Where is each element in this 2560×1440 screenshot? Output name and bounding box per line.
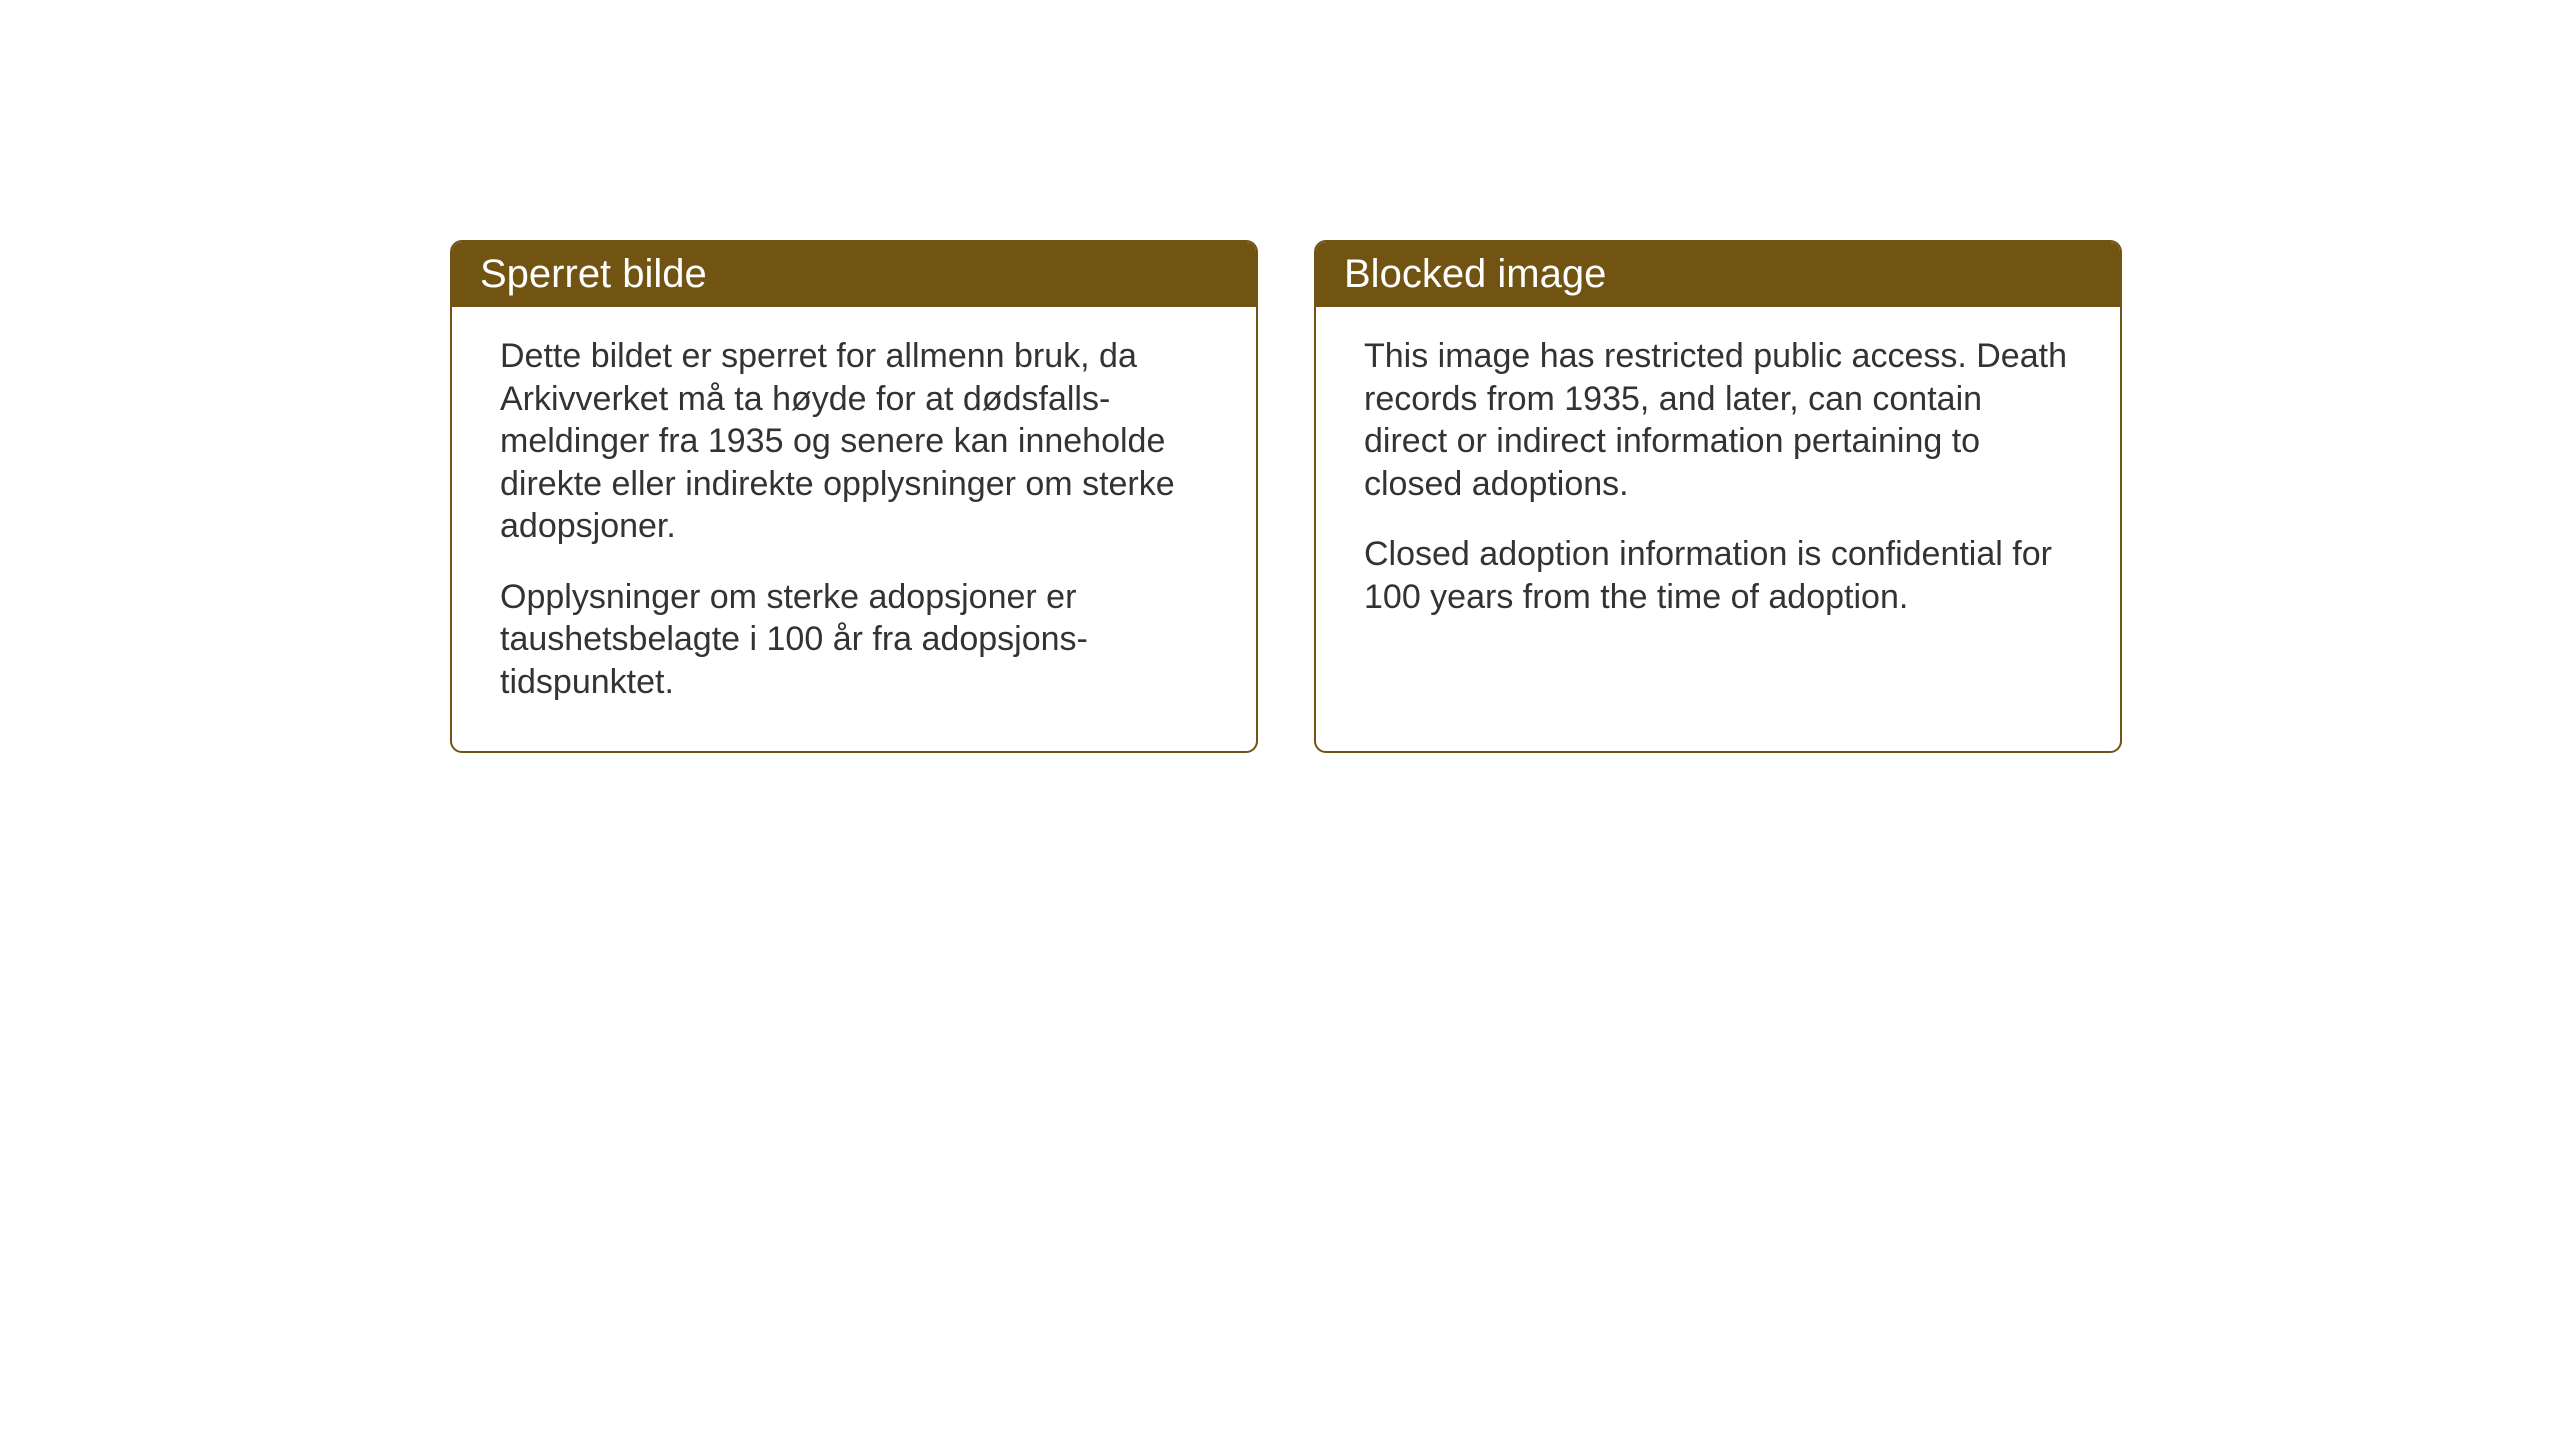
card-header-norwegian: Sperret bilde (452, 242, 1256, 307)
card-body-norwegian: Dette bildet er sperret for allmenn bruk… (452, 307, 1256, 751)
card-english: Blocked image This image has restricted … (1314, 240, 2122, 753)
paragraph-norwegian-2: Opplysninger om sterke adopsjoner er tau… (500, 576, 1208, 704)
card-body-english: This image has restricted public access.… (1316, 307, 2120, 666)
paragraph-english-1: This image has restricted public access.… (1364, 335, 2072, 505)
card-header-english: Blocked image (1316, 242, 2120, 307)
paragraph-english-2: Closed adoption information is confident… (1364, 533, 2072, 618)
notice-container: Sperret bilde Dette bildet er sperret fo… (450, 240, 2122, 753)
card-norwegian: Sperret bilde Dette bildet er sperret fo… (450, 240, 1258, 753)
card-title-norwegian: Sperret bilde (480, 252, 707, 296)
paragraph-norwegian-1: Dette bildet er sperret for allmenn bruk… (500, 335, 1208, 548)
card-title-english: Blocked image (1344, 252, 1606, 296)
